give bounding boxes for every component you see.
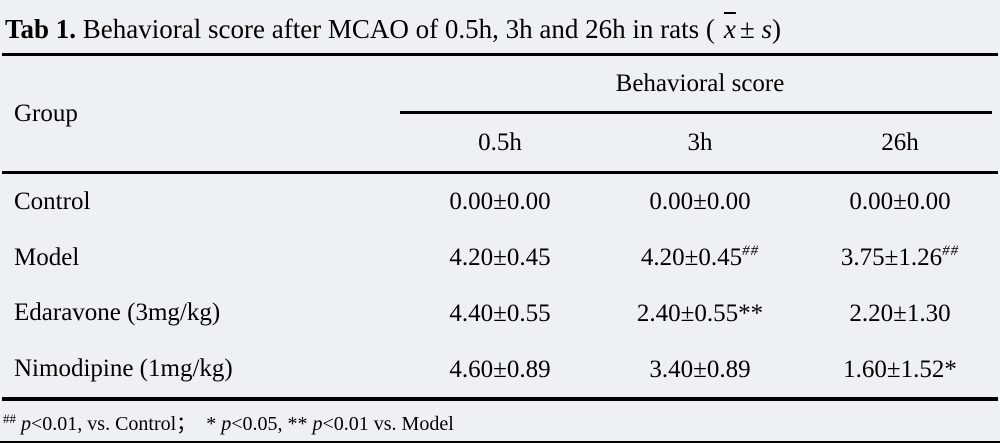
cell-value: 0.00±0.00	[449, 188, 551, 216]
table-row: Edaravone (3mg/kg) 4.40±0.55 2.40±0.55**…	[0, 286, 1000, 342]
plus-minus-symbol: ±	[739, 14, 755, 44]
row-label: Model	[14, 243, 80, 271]
page-bottom-rule	[0, 441, 1000, 443]
cell-value: 1.60±1.52*	[843, 355, 957, 383]
table-caption-tag: Tab 1.	[5, 14, 77, 44]
table-row: Nimodipine (1mg/kg) 4.60±0.89 3.40±0.89 …	[0, 341, 1000, 397]
cell-value: 3.40±0.89	[649, 355, 751, 383]
s-symbol: s	[761, 14, 772, 44]
cell-value: 4.20±0.45	[449, 244, 551, 272]
table-row: Control 0.00±0.00 0.00±0.00 0.00±0.00	[0, 174, 1000, 230]
table-caption: Tab 1. Behavioral score after MCAO of 0.…	[0, 0, 1000, 53]
table-header: Group Behavioral score 0.5h 3h 26h	[0, 56, 1000, 171]
cell-value: 4.40±0.55	[449, 299, 551, 327]
footnote-text: <0.01, vs. Control；	[31, 413, 197, 435]
footnote-star: *	[206, 413, 222, 435]
column-header-26h: 26h	[881, 128, 919, 156]
row-label: Edaravone (3mg/kg)	[14, 299, 221, 327]
footnote-text: <0.05, **	[231, 413, 313, 435]
column-header-0-5h: 0.5h	[478, 128, 522, 156]
header-rule	[2, 171, 998, 174]
footnote-text: <0.01 vs. Model	[322, 413, 454, 435]
spanner-rule	[400, 111, 992, 114]
time-column-headers: 0.5h 3h 26h	[400, 114, 1000, 171]
column-header-group: Group	[14, 99, 78, 127]
table-row: Model 4.20±0.45 4.20±0.45## 3.75±1.26##	[0, 230, 1000, 286]
cell-value: 2.20±1.30	[849, 299, 951, 327]
footnote-p: p	[21, 413, 31, 435]
cell-value: 4.60±0.89	[449, 355, 551, 383]
cell-value: 3.75±1.26##	[840, 243, 960, 272]
row-label: Nimodipine (1mg/kg)	[14, 355, 233, 383]
caption-close-paren: )	[771, 14, 781, 44]
table-body: Control 0.00±0.00 0.00±0.00 0.00±0.00 Mo…	[0, 174, 1000, 397]
row-label: Control	[14, 187, 91, 215]
column-header-3h: 3h	[687, 128, 713, 156]
xbar-symbol: x	[723, 14, 736, 44]
footnote-p: p	[221, 413, 232, 435]
cell-value: 0.00±0.00	[649, 188, 751, 216]
cell-value: 2.40±0.55**	[636, 299, 764, 327]
cell-value: 4.20±0.45##	[640, 243, 760, 272]
table-caption-text: Behavioral score after MCAO of 0.5h, 3h …	[76, 14, 715, 44]
top-rule	[2, 53, 998, 56]
cell-value: 0.00±0.00	[849, 188, 951, 216]
bottom-rule	[2, 397, 998, 401]
cell-superscript: ##	[742, 243, 760, 260]
footnote-marker: ##	[3, 411, 16, 426]
cell-superscript: ##	[942, 243, 960, 260]
table-footnote: ## p<0.01, vs. Control； * p<0.05, ** p<0.…	[0, 401, 1000, 441]
footnote-p: p	[312, 413, 323, 435]
spanner-header-area: Behavioral score 0.5h 3h 26h	[400, 56, 1000, 171]
column-header-behavioral-score: Behavioral score	[615, 69, 785, 97]
